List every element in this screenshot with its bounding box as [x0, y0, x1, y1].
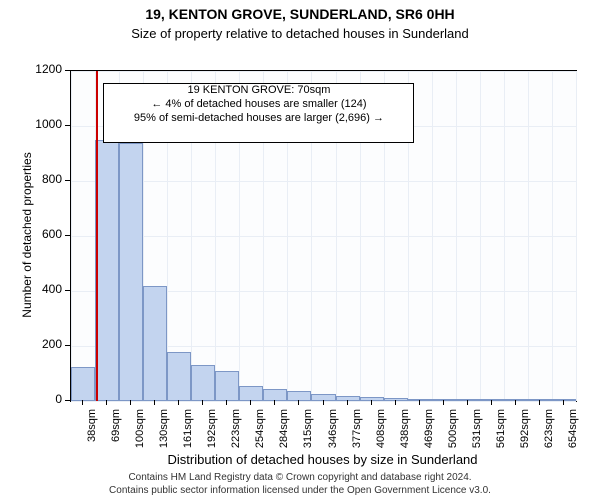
xtick-label: 284sqm: [278, 409, 290, 469]
xtick-mark: [298, 400, 299, 405]
xtick-mark: [82, 400, 83, 405]
bar: [287, 391, 311, 401]
xtick-mark: [539, 400, 540, 405]
gridline-h: [71, 236, 576, 237]
ytick-mark: [65, 290, 70, 291]
bar: [263, 389, 287, 401]
xtick-label: 623sqm: [543, 409, 555, 469]
xtick-label: 254sqm: [254, 409, 266, 469]
ytick-mark: [65, 180, 70, 181]
xtick-label: 438sqm: [399, 409, 411, 469]
xtick-label: 408sqm: [375, 409, 387, 469]
xtick-mark: [419, 400, 420, 405]
bar: [71, 367, 95, 401]
ytick-label: 200: [28, 337, 62, 351]
xtick-mark: [515, 400, 516, 405]
bar: [239, 386, 263, 401]
callout-box: 19 KENTON GROVE: 70sqm← 4% of detached h…: [103, 83, 414, 143]
callout-line: ← 4% of detached houses are smaller (124…: [104, 98, 413, 112]
xtick-label: 592sqm: [519, 409, 531, 469]
xtick-label: 192sqm: [206, 409, 218, 469]
ytick-label: 600: [28, 227, 62, 241]
footer-line-1: Contains HM Land Registry data © Crown c…: [0, 472, 600, 483]
xtick-label: 469sqm: [423, 409, 435, 469]
gridline-h: [71, 71, 576, 72]
gridline-v: [576, 71, 577, 401]
ytick-mark: [65, 400, 70, 401]
xtick-label: 377sqm: [351, 409, 363, 469]
xtick-mark: [226, 400, 227, 405]
xtick-label: 38sqm: [86, 409, 98, 469]
callout-line: 95% of semi-detached houses are larger (…: [104, 112, 413, 126]
xtick-label: 500sqm: [447, 409, 459, 469]
bar: [95, 140, 119, 401]
xtick-mark: [154, 400, 155, 405]
bar: [167, 352, 191, 402]
xtick-label: 130sqm: [158, 409, 170, 469]
xtick-mark: [563, 400, 564, 405]
xtick-mark: [491, 400, 492, 405]
plot-area: 19 KENTON GROVE: 70sqm← 4% of detached h…: [70, 70, 577, 402]
ytick-label: 1000: [28, 117, 62, 131]
xtick-mark: [467, 400, 468, 405]
xtick-mark: [274, 400, 275, 405]
xtick-label: 100sqm: [134, 409, 146, 469]
xtick-mark: [395, 400, 396, 405]
chart-container: 19, KENTON GROVE, SUNDERLAND, SR6 0HH Si…: [0, 0, 600, 500]
title-line-1: 19, KENTON GROVE, SUNDERLAND, SR6 0HH: [0, 6, 600, 22]
gridline-h: [71, 401, 576, 402]
bar: [215, 371, 239, 401]
xtick-label: 161sqm: [182, 409, 194, 469]
bar: [119, 143, 143, 402]
ytick-label: 400: [28, 282, 62, 296]
xtick-mark: [106, 400, 107, 405]
xtick-label: 223sqm: [230, 409, 242, 469]
xtick-mark: [178, 400, 179, 405]
xtick-mark: [202, 400, 203, 405]
xtick-mark: [250, 400, 251, 405]
callout-line: 19 KENTON GROVE: 70sqm: [104, 84, 413, 98]
bar: [143, 286, 167, 402]
xtick-label: 561sqm: [495, 409, 507, 469]
ytick-mark: [65, 70, 70, 71]
xtick-label: 69sqm: [110, 409, 122, 469]
xtick-mark: [323, 400, 324, 405]
ytick-mark: [65, 235, 70, 236]
xtick-mark: [371, 400, 372, 405]
xtick-mark: [130, 400, 131, 405]
marker-line: [96, 71, 98, 401]
xtick-mark: [443, 400, 444, 405]
xtick-mark: [347, 400, 348, 405]
ytick-label: 0: [28, 392, 62, 406]
title-line-2: Size of property relative to detached ho…: [0, 26, 600, 41]
bar: [191, 365, 215, 401]
xtick-label: 346sqm: [327, 409, 339, 469]
ytick-mark: [65, 345, 70, 346]
gridline-h: [71, 181, 576, 182]
ytick-mark: [65, 125, 70, 126]
ytick-label: 800: [28, 172, 62, 186]
xtick-label: 531sqm: [471, 409, 483, 469]
footer-line-2: Contains public sector information licen…: [0, 485, 600, 496]
xtick-label: 315sqm: [302, 409, 314, 469]
ytick-label: 1200: [28, 62, 62, 76]
xtick-label: 654sqm: [567, 409, 579, 469]
